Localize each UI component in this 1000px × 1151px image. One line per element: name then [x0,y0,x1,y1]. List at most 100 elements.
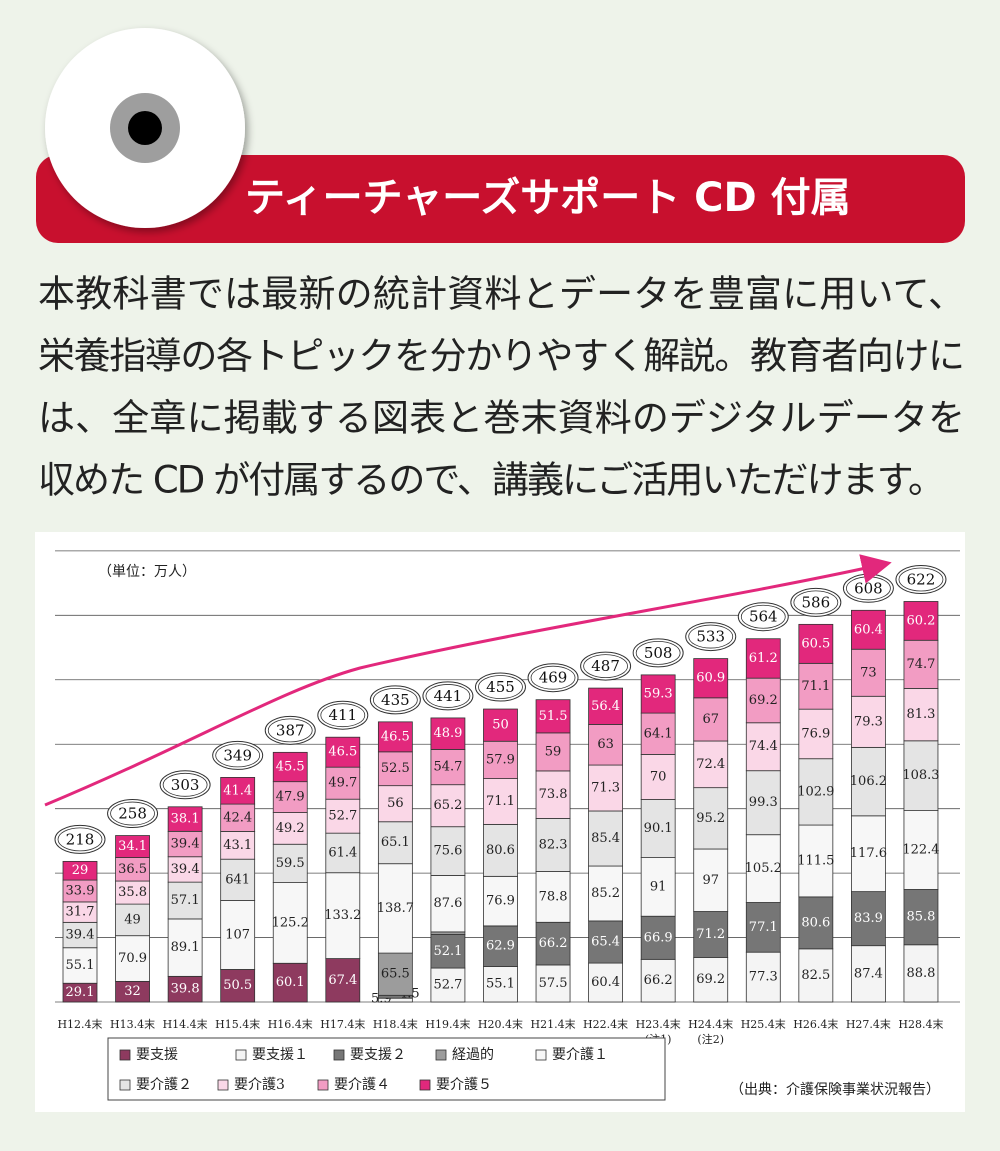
legend-swatch [535,1049,547,1061]
value-label: 62.9 [486,939,515,954]
value-label: 88.8 [906,966,935,981]
value-label: 61.4 [328,845,357,860]
total-oval-inner [478,675,523,699]
bar-segment [535,921,571,966]
bar-segment [745,951,781,1003]
bar-segment [851,746,886,817]
value-label: 87.4 [854,966,883,981]
total-label: 411 [328,706,357,724]
value-label: 56.4 [591,699,620,714]
total-oval-inner [898,567,944,592]
total-oval [474,672,526,702]
value-label: 82.3 [539,837,568,852]
value-label: 35.8 [118,885,147,900]
legend-swatch [317,1079,329,1091]
paragraph: 本教科書では最新の統計資料とデータを豊富に用いて、栄養指導の各トピックを分かりや… [38,273,965,502]
value-label: 66.9 [644,930,673,945]
bar-segment [640,712,676,755]
total-oval [790,587,842,617]
value-label: 41.4 [223,783,252,798]
value-label: 46.5 [381,729,410,744]
legend-swatch [119,1079,131,1091]
total-oval-inner [425,684,471,708]
bar-segment [483,966,518,1003]
total-oval [159,770,211,800]
total-oval [107,799,159,829]
value-label: 32 [124,984,141,999]
total-oval [580,651,632,681]
total-label: 533 [696,628,725,646]
bar-segment [430,967,466,1003]
paragraph-line: は、全章に掲載する図表と巻末資料のデジタルデータを [38,397,965,440]
value-label: 69.2 [696,972,725,987]
bar-segment [167,881,203,920]
bar-segment [903,639,939,689]
total-oval-inner [320,703,366,728]
value-label: 85.2 [591,886,620,901]
value-label: 71.3 [591,781,620,796]
banner [36,155,965,243]
bar-segment [851,815,886,893]
bar-segment [640,674,676,714]
paragraph-line: 本教科書では最新の統計資料とデータを豊富に用いて、 [38,273,965,316]
bar-segment [745,834,781,903]
total-oval-inner [740,604,786,629]
bar-segment [535,871,571,923]
value-label: 108.3 [902,768,939,783]
bar-segment [693,740,729,789]
total-oval [369,685,421,715]
legend-label: 要介護５ [436,1077,492,1093]
total-oval-inner [793,590,839,615]
bar-segment [588,764,623,812]
value-label: 59.5 [276,856,305,871]
total-oval [685,622,737,652]
value-label: 83.9 [854,911,883,926]
bar-segment [483,925,518,967]
x-tick-label: H16.4末 [268,1017,313,1031]
value-label: 77.3 [749,970,778,985]
bar-segment [693,697,729,742]
bar-segment [535,732,571,772]
x-tick-label: H23.4末 [636,1017,681,1031]
bar-segment [272,781,308,813]
bar-segment [430,784,466,828]
total-oval-inner [372,687,418,712]
value-label: 97 [702,873,719,888]
bar-segment [377,821,413,865]
value-label: 52.1 [433,944,462,959]
value-label: 73 [860,665,877,680]
x-tick-label: H18.4末 [373,1017,418,1031]
legend-label: 要介護４ [334,1077,390,1093]
bar-segment [535,818,571,872]
value-label: 76.9 [801,726,830,741]
legend-swatch [435,1049,447,1061]
value-label: 70.9 [118,951,147,966]
unit-label: （単位：万人） [98,564,196,580]
source: （出典：介護保険事業状況報告） [730,1082,940,1098]
value-label: 39.4 [171,862,200,877]
value-label: 66.2 [539,936,568,951]
total-oval-inner [162,772,208,797]
value-label: 641 [225,872,250,887]
value-label: 39.8 [171,982,200,997]
bar-segment [745,677,781,724]
value-label: 61.2 [749,651,778,666]
x-tick-label: H17.4末 [320,1017,365,1031]
bar-segment [588,687,623,725]
x-tick-label: H12.4末 [57,1017,102,1031]
value-label: 29.1 [66,985,95,1000]
value-label: 50.5 [223,978,252,993]
total-label: 441 [434,687,463,705]
bar-segment [903,810,939,890]
total-label: 387 [276,721,305,739]
value-label: 106.2 [850,774,887,789]
bar-segment [430,934,466,969]
value-label: 52.5 [381,761,410,776]
bar-segment [272,751,308,783]
legend-label: 要介護１ [552,1047,608,1063]
total-label: 586 [802,593,831,611]
value-label: 78.8 [539,889,568,904]
value-label: 66.2 [644,973,673,988]
value-label: 60.4 [591,975,620,990]
